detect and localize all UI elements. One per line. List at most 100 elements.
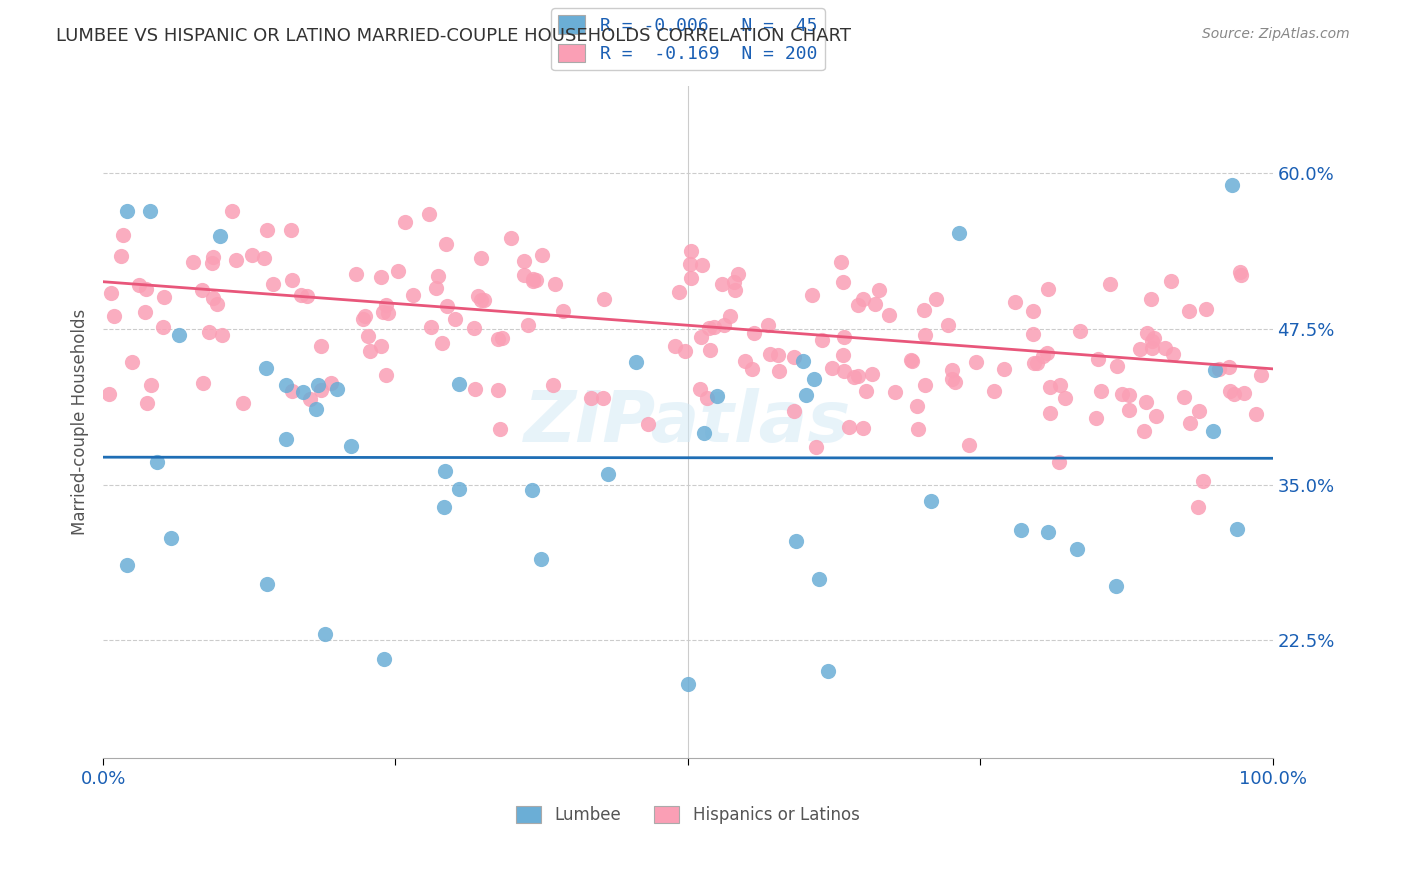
Point bbox=[467, 289, 489, 303]
Point bbox=[713, 318, 735, 332]
Point bbox=[1069, 324, 1091, 338]
Point bbox=[983, 384, 1005, 398]
Point bbox=[846, 369, 869, 384]
Point bbox=[1208, 361, 1230, 376]
Point bbox=[420, 320, 443, 334]
Point bbox=[433, 500, 456, 515]
Point bbox=[551, 303, 574, 318]
Point bbox=[352, 312, 374, 326]
Point bbox=[370, 269, 392, 284]
Point bbox=[706, 389, 728, 403]
Point bbox=[905, 399, 928, 413]
Point bbox=[111, 228, 134, 243]
Text: LUMBEE VS HISPANIC OR LATINO MARRIED-COUPLE HOUSEHOLDS CORRELATION CHART: LUMBEE VS HISPANIC OR LATINO MARRIED-COU… bbox=[56, 27, 851, 45]
Legend: Lumbee, Hispanics or Latinos: Lumbee, Hispanics or Latinos bbox=[509, 799, 866, 830]
Point bbox=[425, 281, 447, 295]
Point bbox=[524, 273, 547, 287]
Point bbox=[430, 335, 453, 350]
Point bbox=[146, 455, 169, 469]
Point bbox=[626, 354, 648, 368]
Point bbox=[427, 269, 450, 284]
Point bbox=[676, 676, 699, 690]
Point bbox=[803, 372, 825, 386]
Point bbox=[993, 362, 1015, 376]
Point bbox=[402, 287, 425, 301]
Y-axis label: Married-couple Households: Married-couple Households bbox=[72, 310, 89, 535]
Point bbox=[1250, 368, 1272, 383]
Point bbox=[727, 267, 749, 281]
Point bbox=[253, 251, 276, 265]
Point bbox=[941, 363, 963, 377]
Point bbox=[134, 305, 156, 319]
Point bbox=[1118, 387, 1140, 401]
Point bbox=[877, 308, 900, 322]
Point bbox=[1140, 292, 1163, 306]
Point bbox=[256, 577, 278, 591]
Point bbox=[756, 318, 779, 333]
Point bbox=[1135, 395, 1157, 409]
Point bbox=[1111, 387, 1133, 401]
Point bbox=[852, 421, 875, 435]
Point bbox=[832, 364, 855, 378]
Point bbox=[377, 306, 399, 320]
Point bbox=[314, 627, 336, 641]
Point bbox=[1173, 390, 1195, 404]
Point bbox=[1133, 424, 1156, 438]
Point bbox=[1187, 404, 1209, 418]
Point bbox=[794, 388, 817, 402]
Point bbox=[1085, 411, 1108, 425]
Point bbox=[262, 277, 284, 292]
Point bbox=[804, 440, 827, 454]
Point bbox=[501, 231, 523, 245]
Point bbox=[1022, 356, 1045, 370]
Point bbox=[742, 326, 765, 341]
Point bbox=[1219, 384, 1241, 399]
Point bbox=[531, 248, 554, 262]
Point bbox=[274, 378, 297, 392]
Point bbox=[1160, 274, 1182, 288]
Point bbox=[357, 329, 380, 343]
Point bbox=[1229, 264, 1251, 278]
Point bbox=[598, 467, 620, 481]
Point bbox=[801, 287, 824, 301]
Point bbox=[197, 325, 219, 339]
Point bbox=[693, 426, 716, 441]
Point bbox=[1195, 301, 1218, 316]
Point bbox=[860, 368, 883, 382]
Point bbox=[444, 311, 467, 326]
Point bbox=[1180, 416, 1202, 430]
Point bbox=[884, 385, 907, 400]
Point bbox=[734, 354, 756, 368]
Point bbox=[1039, 380, 1062, 394]
Point bbox=[914, 377, 936, 392]
Point bbox=[373, 305, 395, 319]
Point bbox=[135, 396, 157, 410]
Point bbox=[1032, 349, 1054, 363]
Point bbox=[664, 339, 686, 353]
Point bbox=[139, 203, 162, 218]
Point bbox=[783, 351, 806, 365]
Point bbox=[957, 438, 980, 452]
Point bbox=[941, 372, 963, 386]
Point bbox=[696, 391, 718, 405]
Point bbox=[152, 320, 174, 334]
Point bbox=[1161, 347, 1184, 361]
Point bbox=[240, 248, 263, 262]
Point bbox=[943, 375, 966, 389]
Point bbox=[281, 273, 304, 287]
Point bbox=[679, 244, 702, 259]
Point bbox=[201, 255, 224, 269]
Point bbox=[807, 573, 830, 587]
Point bbox=[1038, 525, 1060, 540]
Point bbox=[1187, 500, 1209, 514]
Point bbox=[1090, 384, 1112, 398]
Point bbox=[321, 376, 343, 391]
Point bbox=[936, 318, 959, 332]
Point bbox=[1047, 455, 1070, 469]
Point bbox=[925, 293, 948, 307]
Point bbox=[838, 420, 860, 434]
Point bbox=[491, 330, 513, 344]
Point bbox=[1129, 343, 1152, 357]
Point bbox=[472, 293, 495, 307]
Point bbox=[581, 391, 603, 405]
